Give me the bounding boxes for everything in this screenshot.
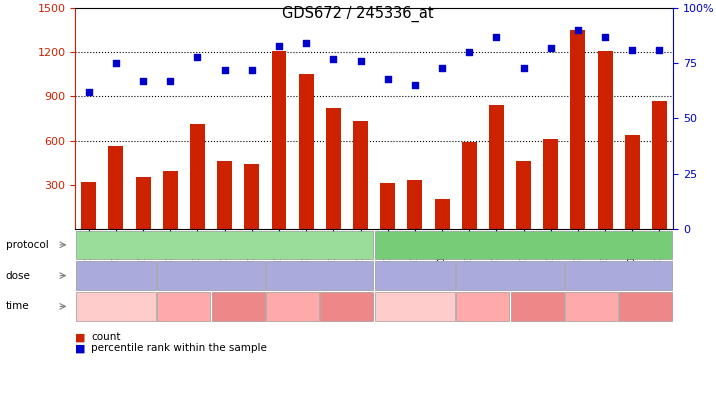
Bar: [435, 199, 450, 229]
Bar: [380, 183, 395, 229]
Point: [409, 82, 420, 89]
Bar: [652, 101, 667, 229]
Text: untreated: untreated: [392, 271, 438, 280]
Text: 1.0 uM IAA: 1.0 uM IAA: [294, 271, 345, 280]
Text: 0.1 uM IAA: 0.1 uM IAA: [185, 271, 236, 280]
Bar: [244, 164, 259, 229]
Bar: [217, 161, 232, 229]
Text: 3 h: 3 h: [530, 302, 545, 311]
Point: [572, 27, 584, 34]
Bar: [82, 182, 96, 229]
Bar: [135, 177, 150, 229]
Text: hybridization 1: hybridization 1: [189, 240, 260, 249]
Text: GDS672 / 245336_at: GDS672 / 245336_at: [282, 6, 434, 22]
Bar: [625, 134, 640, 229]
Point: [463, 49, 475, 55]
Bar: [299, 75, 314, 229]
Point: [626, 47, 638, 53]
Text: count: count: [91, 333, 120, 342]
Text: 0.1 uM IAA: 0.1 uM IAA: [485, 271, 536, 280]
Bar: [108, 147, 123, 229]
Text: untreated: untreated: [92, 271, 140, 280]
Text: dose: dose: [6, 271, 31, 281]
Bar: [326, 108, 341, 229]
Text: 1 h: 1 h: [285, 302, 300, 311]
Bar: [271, 51, 286, 229]
Text: 1 h: 1 h: [584, 302, 599, 311]
Point: [83, 89, 95, 95]
Point: [518, 64, 529, 71]
Bar: [462, 142, 477, 229]
Text: ■: ■: [75, 343, 86, 353]
Bar: [190, 124, 205, 229]
Text: 1.0 uM IAA: 1.0 uM IAA: [593, 271, 644, 280]
Text: protocol: protocol: [6, 240, 49, 250]
Point: [382, 75, 393, 82]
Text: 1 h: 1 h: [475, 302, 490, 311]
Bar: [516, 161, 531, 229]
Bar: [543, 139, 558, 229]
Point: [192, 53, 203, 60]
Point: [490, 34, 502, 40]
Bar: [571, 30, 586, 229]
Point: [355, 58, 367, 64]
Text: 0 h: 0 h: [407, 302, 422, 311]
Text: hybridization 2: hybridization 2: [488, 240, 559, 249]
Point: [219, 67, 231, 73]
Point: [246, 67, 258, 73]
Text: 1 h: 1 h: [176, 302, 191, 311]
Text: percentile rank within the sample: percentile rank within the sample: [91, 343, 267, 353]
Point: [654, 47, 665, 53]
Point: [599, 34, 611, 40]
Bar: [163, 171, 178, 229]
Point: [274, 43, 285, 49]
Text: 3 h: 3 h: [638, 302, 654, 311]
Point: [165, 78, 176, 84]
Point: [328, 55, 339, 62]
Bar: [407, 180, 422, 229]
Text: ■: ■: [75, 333, 86, 342]
Bar: [598, 51, 613, 229]
Bar: [353, 122, 368, 229]
Text: 0 h: 0 h: [108, 302, 123, 311]
Text: 3 h: 3 h: [231, 302, 246, 311]
Point: [545, 45, 556, 51]
Point: [301, 40, 312, 47]
Point: [137, 78, 149, 84]
Point: [110, 60, 122, 66]
Point: [436, 64, 448, 71]
Text: time: time: [6, 301, 29, 311]
Text: 3 h: 3 h: [339, 302, 354, 311]
Bar: [489, 105, 504, 229]
